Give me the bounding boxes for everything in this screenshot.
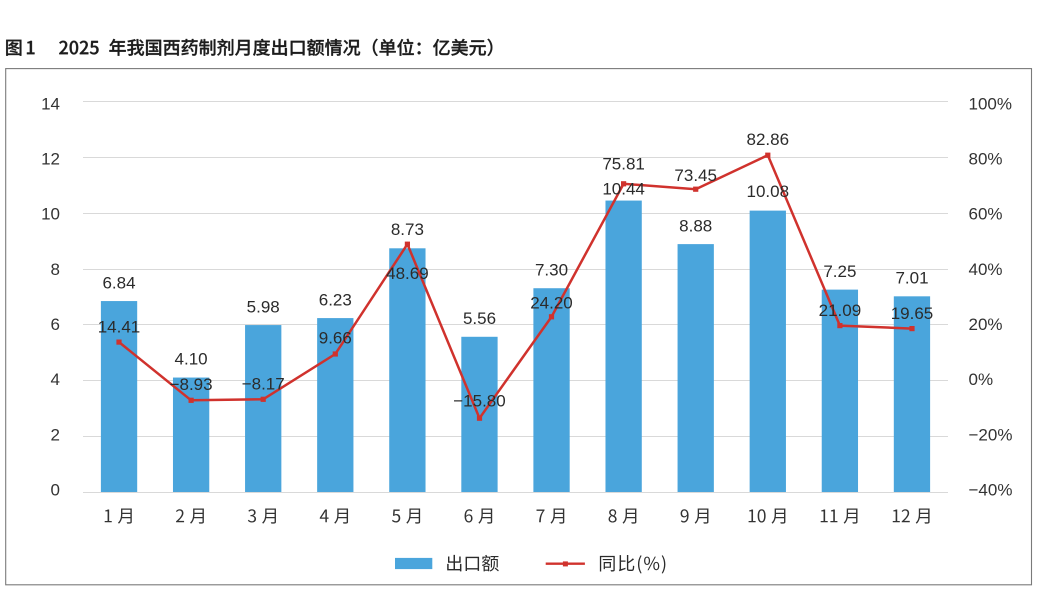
svg-text:−8.17: −8.17 — [242, 374, 285, 393]
svg-text:4: 4 — [51, 370, 60, 389]
svg-text:9.66: 9.66 — [319, 328, 352, 347]
svg-text:21.09: 21.09 — [819, 301, 862, 320]
svg-text:2: 2 — [51, 425, 60, 444]
svg-text:7.01: 7.01 — [895, 269, 928, 288]
svg-text:−15.80: −15.80 — [453, 391, 505, 410]
svg-text:100%: 100% — [969, 94, 1012, 113]
svg-text:0%: 0% — [969, 370, 994, 389]
svg-text:14: 14 — [41, 94, 60, 113]
svg-text:6: 6 — [51, 315, 60, 334]
svg-text:60%: 60% — [969, 205, 1003, 224]
svg-text:19.65: 19.65 — [891, 304, 934, 323]
svg-text:6.84: 6.84 — [102, 274, 135, 293]
svg-text:0: 0 — [51, 481, 60, 500]
svg-text:14.41: 14.41 — [98, 317, 141, 336]
svg-text:10.44: 10.44 — [602, 180, 645, 199]
svg-text:40%: 40% — [969, 260, 1003, 279]
svg-text:7.30: 7.30 — [535, 261, 568, 280]
svg-text:75.81: 75.81 — [602, 154, 645, 173]
svg-text:−40%: −40% — [969, 481, 1013, 500]
svg-text:7.25: 7.25 — [823, 262, 856, 281]
svg-text:5.98: 5.98 — [247, 298, 280, 317]
svg-text:5.56: 5.56 — [463, 309, 496, 328]
svg-text:8.88: 8.88 — [679, 217, 712, 236]
svg-text:82.86: 82.86 — [747, 130, 790, 149]
svg-text:8: 8 — [51, 260, 60, 279]
svg-text:24.20: 24.20 — [530, 293, 573, 312]
svg-text:10: 10 — [41, 205, 60, 224]
svg-text:−8.93: −8.93 — [170, 375, 213, 394]
svg-text:4.10: 4.10 — [175, 350, 208, 369]
svg-text:12: 12 — [41, 150, 60, 169]
svg-text:73.45: 73.45 — [674, 166, 717, 185]
svg-text:48.69: 48.69 — [386, 264, 429, 283]
svg-text:80%: 80% — [969, 150, 1003, 169]
svg-text:8.73: 8.73 — [391, 220, 424, 239]
svg-text:20%: 20% — [969, 315, 1003, 334]
svg-text:−20%: −20% — [969, 425, 1013, 444]
svg-text:10.08: 10.08 — [747, 182, 790, 201]
svg-text:6.23: 6.23 — [319, 291, 352, 310]
